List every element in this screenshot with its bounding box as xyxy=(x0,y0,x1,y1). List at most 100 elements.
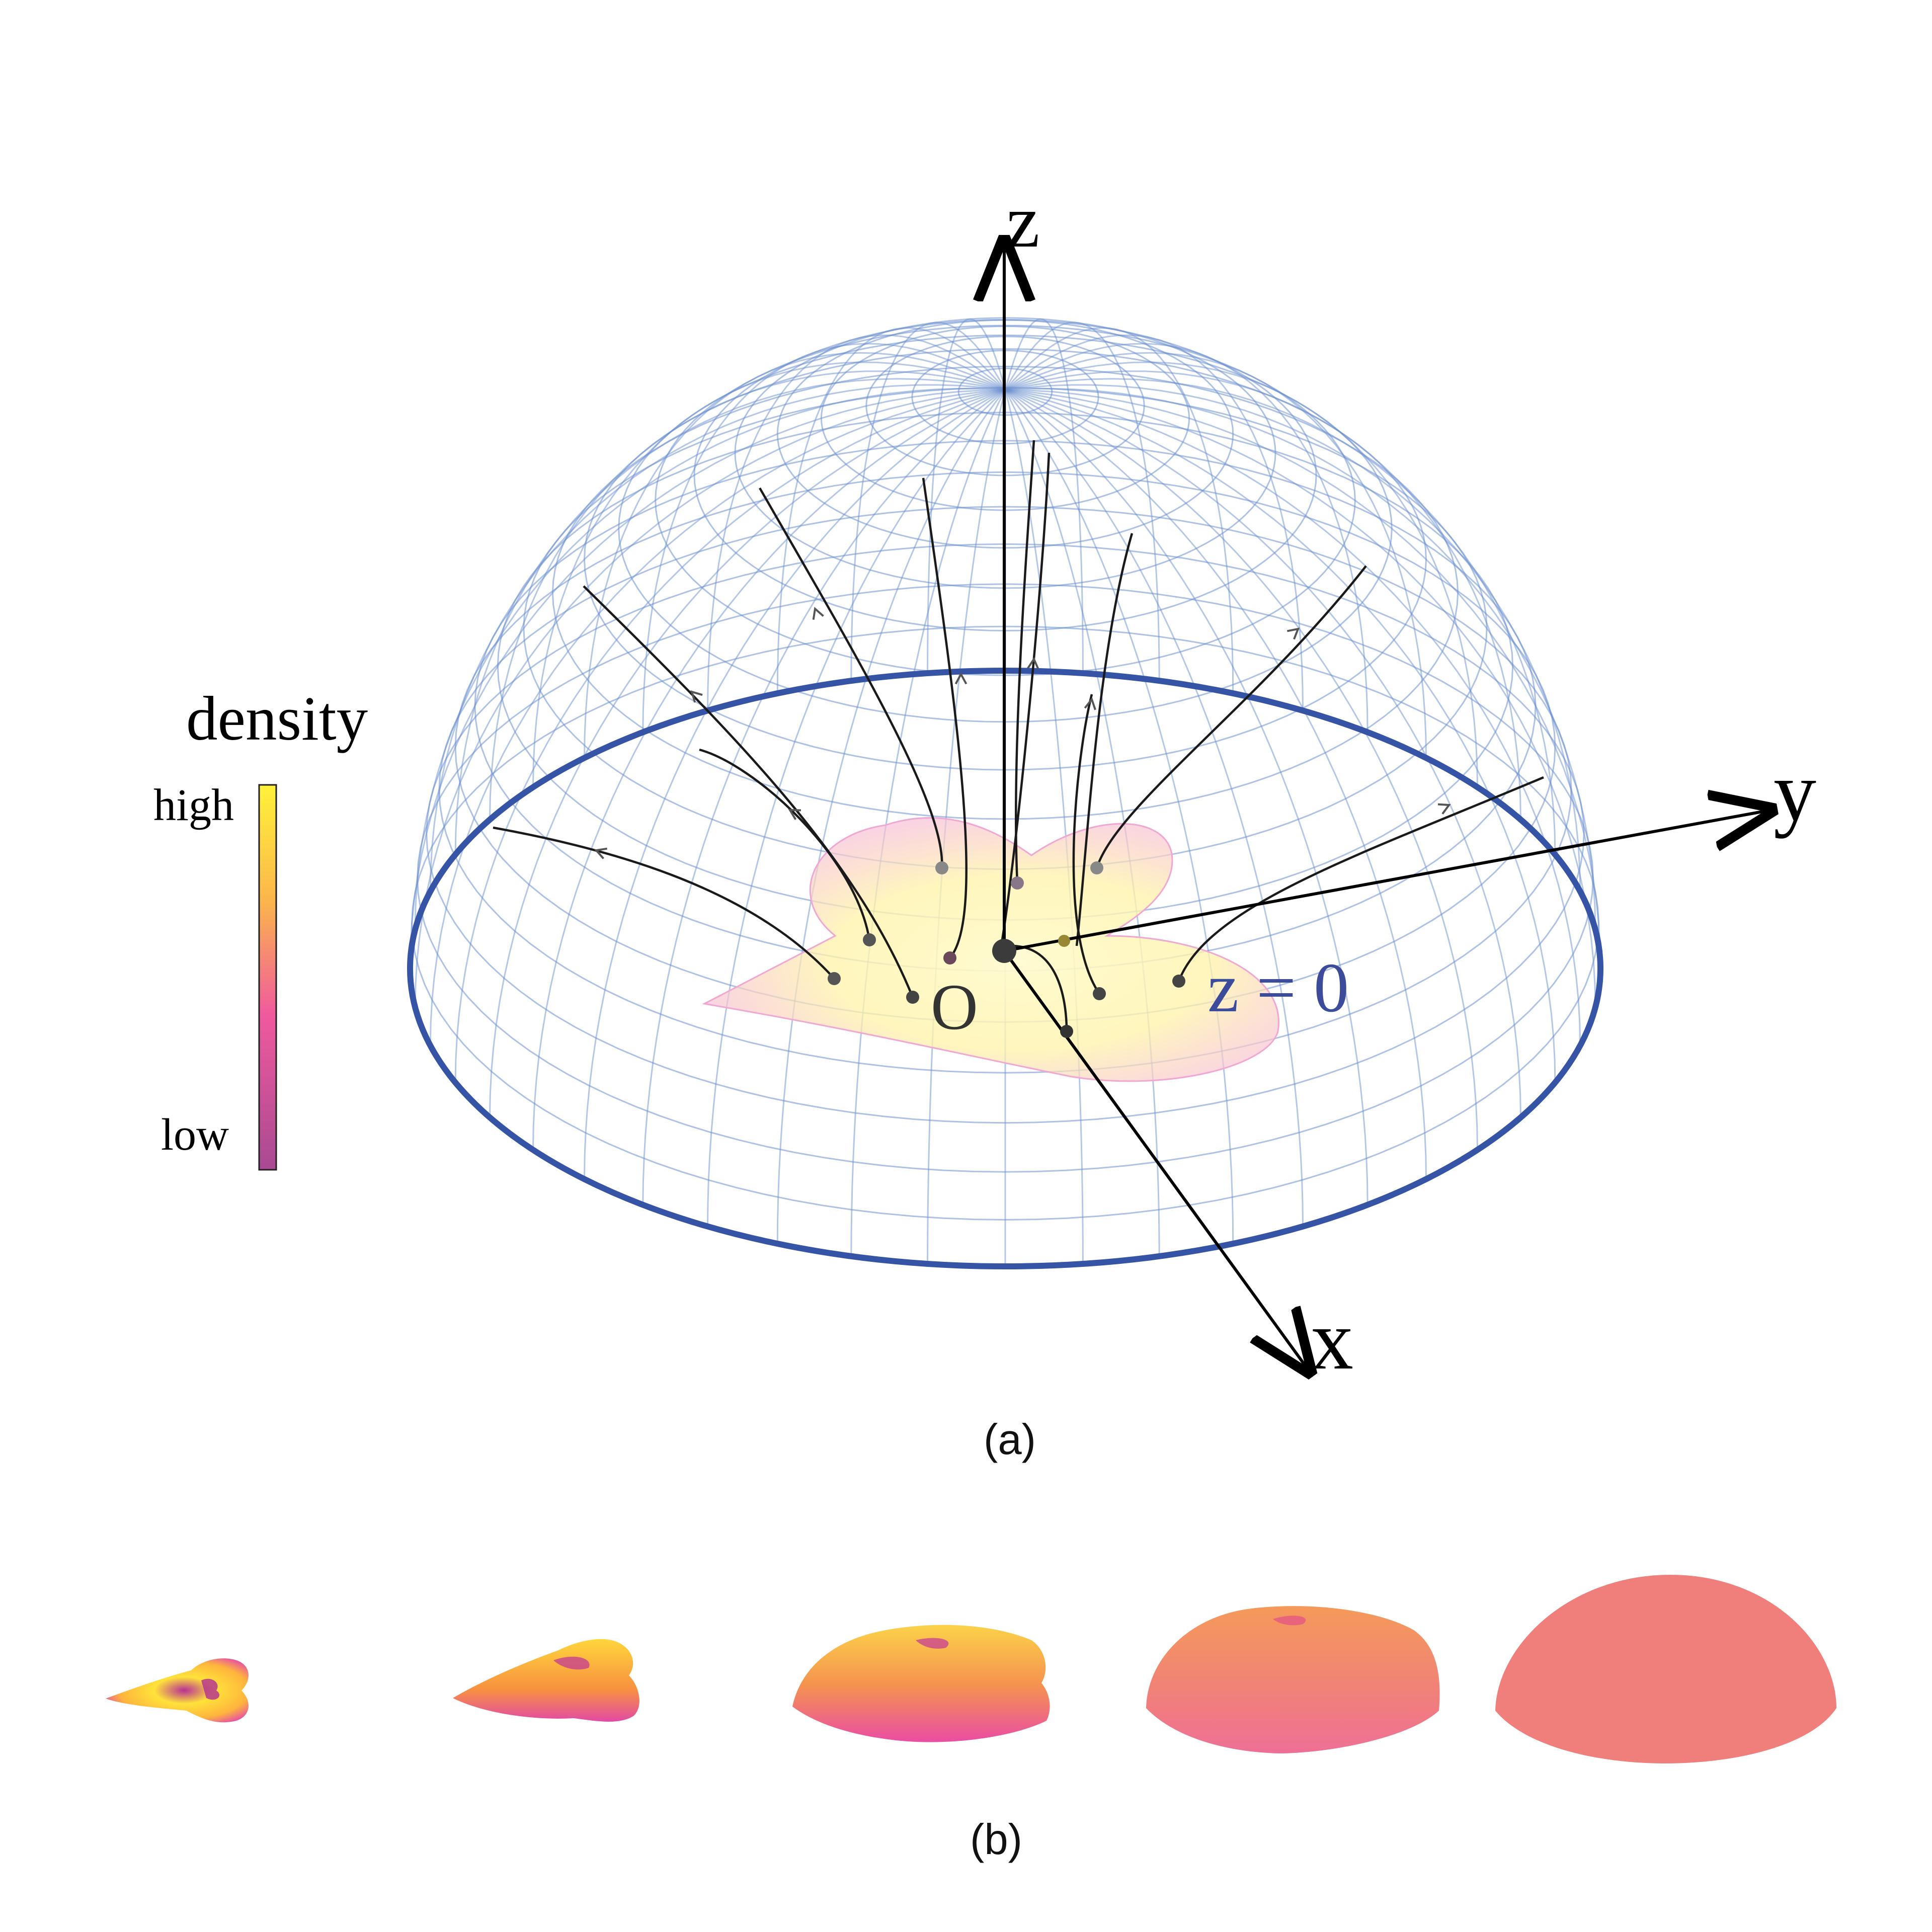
wireframe-line xyxy=(489,389,1006,1117)
panel-b-caption: (b) xyxy=(970,1816,1022,1864)
wireframe-line xyxy=(1005,389,1521,1117)
wireframe-line xyxy=(532,361,1006,787)
sample-point xyxy=(906,991,919,1004)
wireframe-line xyxy=(1005,384,1581,892)
sample-point xyxy=(1060,1025,1073,1038)
stage-1-shape xyxy=(106,1658,249,1723)
axes xyxy=(1004,242,1771,1371)
sample-point xyxy=(1058,935,1070,947)
stage-4-shape xyxy=(1146,1606,1440,1753)
x-axis-label: x xyxy=(1311,1293,1353,1387)
y-axis xyxy=(1004,810,1771,952)
wireframe-line xyxy=(409,389,1006,969)
panel-b-evolution-sequence: (b) xyxy=(106,1575,1836,1864)
sample-point xyxy=(935,861,948,874)
trajectory-line xyxy=(699,748,871,940)
wireframe-line xyxy=(454,389,1006,1083)
evolution-stage-4 xyxy=(1146,1606,1440,1753)
stage-5-shape xyxy=(1495,1575,1836,1763)
wireframe-line xyxy=(1004,318,1084,674)
wireframe-line xyxy=(1005,361,1478,787)
wireframe-line xyxy=(707,334,1006,711)
wireframe-line xyxy=(489,370,1006,820)
wireframe-line xyxy=(1005,389,1369,1205)
wireframe-line xyxy=(850,321,1006,681)
wireframe-line xyxy=(927,389,1006,1264)
wireframe-line xyxy=(1004,321,1160,681)
density-heart-region xyxy=(702,817,1279,1082)
sample-point xyxy=(1011,876,1024,890)
trajectory-line xyxy=(1072,694,1100,995)
wireframe-line xyxy=(1004,327,1234,694)
wireframe-line xyxy=(707,389,1006,1227)
wireframe-line xyxy=(1005,389,1556,1083)
panel-a-hemisphere-diagram: z y x O z = 0 density high low (a) xyxy=(153,180,1816,1464)
wireframe-line xyxy=(1005,387,1596,930)
sample-point xyxy=(1093,987,1106,1000)
wireframe-line xyxy=(642,343,1006,733)
wireframe-line xyxy=(1004,389,1234,1244)
colorbar-title: density xyxy=(186,684,368,754)
z-axis-label: z xyxy=(1006,180,1040,263)
x-axis xyxy=(1003,950,1309,1371)
wireframe-line xyxy=(1005,389,1601,969)
trajectory-arrowhead xyxy=(954,672,968,685)
plane-label: z = 0 xyxy=(1208,949,1349,1027)
colorbar-gradient xyxy=(258,784,277,1171)
wireframe-line xyxy=(429,384,1006,892)
trajectory-arrowhead xyxy=(594,847,608,859)
sample-point xyxy=(1090,861,1103,874)
wireframe-line xyxy=(414,387,1006,930)
trajectory-arrows xyxy=(594,607,1451,859)
trajectory-line xyxy=(759,487,943,868)
y-axis-label: y xyxy=(1774,744,1816,839)
wireframe-line xyxy=(414,389,1006,1008)
wireframe-line xyxy=(532,389,1006,1150)
sample-point xyxy=(943,951,956,964)
wireframe-line xyxy=(642,389,1006,1205)
evolution-stage-1 xyxy=(106,1658,249,1723)
trajectory-line xyxy=(1014,440,1035,883)
trajectory-arrowhead xyxy=(1437,803,1451,815)
colorbar-high-label: high xyxy=(153,780,234,830)
wireframe-line xyxy=(1005,389,1596,1008)
wireframe-line xyxy=(454,378,1006,855)
trajectory-arrowhead xyxy=(1287,627,1300,640)
sample-point xyxy=(828,972,841,985)
trajectory-line xyxy=(1075,533,1134,946)
colorbar-low-label: low xyxy=(161,1110,229,1160)
trajectory-line xyxy=(583,585,914,998)
evolution-stage-3 xyxy=(792,1625,1050,1742)
wireframe-line xyxy=(850,389,1006,1256)
trajectory-line xyxy=(493,826,835,980)
trajectories xyxy=(493,440,1544,1032)
wireframe-line xyxy=(776,327,1006,694)
origin-label: O xyxy=(931,971,978,1043)
evolution-stage-5 xyxy=(1495,1575,1836,1763)
trajectory-arrowhead xyxy=(1027,657,1039,670)
wireframe-line xyxy=(1004,389,1084,1264)
stage-3-shape xyxy=(792,1625,1050,1742)
density-colorbar: density high low xyxy=(153,684,368,1171)
trajectory-arrowhead xyxy=(812,607,824,620)
sample-points xyxy=(828,861,1185,1038)
trajectory-arrowhead xyxy=(690,690,703,703)
trajectory-arrowhead xyxy=(788,809,801,820)
wireframe-line xyxy=(1005,378,1556,855)
wireframe-line xyxy=(1004,389,1304,1227)
stage-2-shape xyxy=(453,1639,639,1722)
sample-point xyxy=(1172,975,1185,988)
wireframe-line xyxy=(1005,334,1304,711)
trajectory-line xyxy=(922,477,968,959)
hemisphere-wireframe xyxy=(409,317,1601,1266)
evolution-stage-2 xyxy=(453,1639,639,1722)
wireframe-line xyxy=(1005,389,1478,1150)
panel-a-caption: (a) xyxy=(984,1416,1036,1464)
wireframe-line xyxy=(1004,389,1160,1256)
wireframe-line xyxy=(776,389,1006,1244)
wireframe-line xyxy=(1005,370,1521,820)
trajectory-line xyxy=(1000,452,1051,946)
sample-point xyxy=(863,933,876,946)
trajectory-line xyxy=(1177,776,1544,982)
